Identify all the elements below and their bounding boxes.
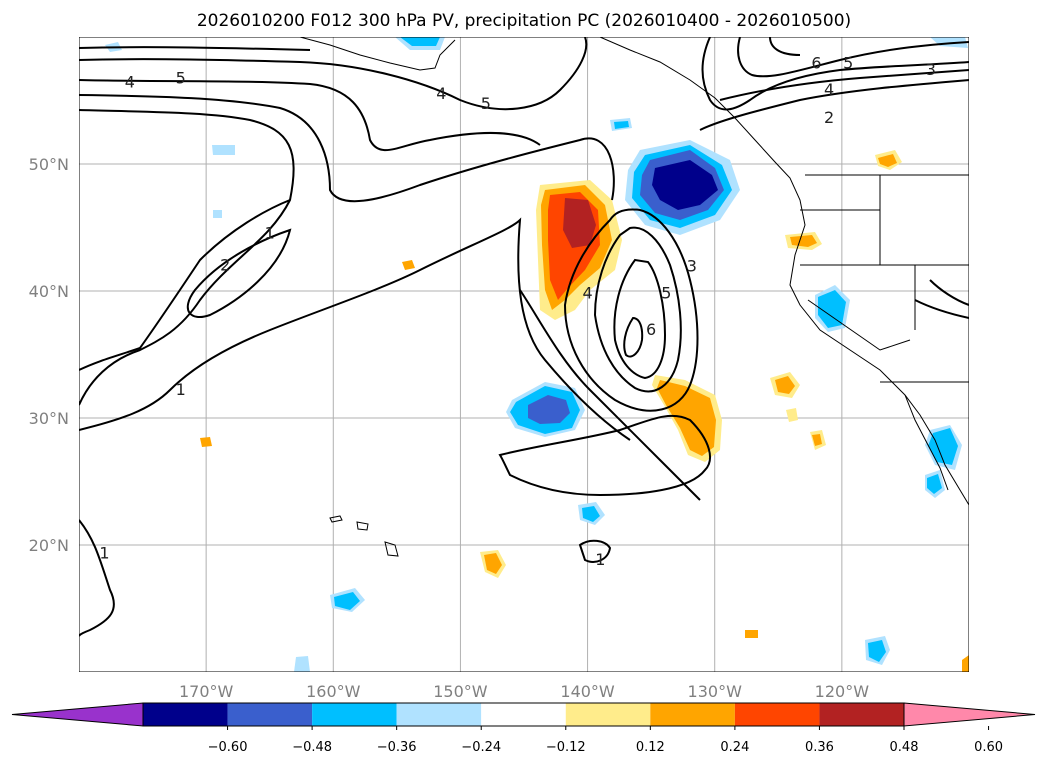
baja-california — [904, 394, 949, 491]
pv-contour-east-1 — [929, 279, 969, 306]
negative-precip-anomaly-south — [506, 382, 585, 437]
positive-precip-anomaly-north — [536, 180, 622, 320]
pv-contour-4-west — [79, 79, 541, 151]
precipitation-shading — [105, 37, 969, 672]
colorbar-labels: −0.60 −0.48 −0.36 −0.24 −0.12 0.12 0.24 0.36 0.4… — [208, 726, 1003, 755]
y-tick-label: 50°N — [29, 155, 69, 174]
colorbar-segment — [819, 703, 904, 726]
colorbar-segment — [734, 703, 820, 726]
pv-contour-label: 2 — [220, 255, 230, 274]
pv-contour-label: 4 — [436, 84, 446, 103]
pv-contour-label: 1 — [99, 544, 109, 563]
pv-contour-5-trough — [613, 258, 667, 380]
y-axis-tick-labels: 20°N 30°N 40°N 50°N — [29, 155, 69, 555]
hawaii-maui — [356, 521, 369, 531]
small-precip-features — [105, 37, 969, 672]
pv-contour-3-trough — [563, 208, 699, 412]
pv-contour-1-southwest — [79, 519, 115, 637]
pv-contour-label: 6 — [646, 320, 656, 339]
pv-contour-label: 1 — [265, 224, 275, 243]
colorbar-label: −0.12 — [546, 740, 586, 755]
pv-contour-3-west — [79, 94, 615, 203]
hawaii-oahu — [329, 515, 343, 523]
pv-contour-2-ne — [699, 79, 969, 131]
pv-contour-6-trough — [623, 316, 644, 358]
pv-contour-label: 5 — [176, 69, 186, 88]
pv-contour-label: 4 — [824, 80, 834, 99]
x-axis-tick-labels: 170°W 160°W 150°W 140°W 130°W 120°W — [179, 682, 869, 701]
pv-contour-3-ne — [701, 37, 969, 111]
y-tick-label: 40°N — [29, 282, 69, 301]
pv-contour-5-north — [79, 46, 311, 51]
pv-contour-5-ne — [737, 37, 969, 78]
pv-contour-1-west — [79, 109, 295, 406]
pv-contour-4-north — [79, 37, 588, 111]
pv-contour-label: 1 — [176, 380, 186, 399]
colorbar-label: 0.36 — [805, 740, 834, 755]
colorbar-segment — [481, 703, 566, 726]
negative-precip-coast — [815, 285, 962, 498]
pv-contour-2-south — [519, 289, 701, 501]
y-tick-label: 30°N — [29, 409, 69, 428]
colorbar-label: −0.48 — [292, 740, 332, 755]
pv-contour-1-south — [498, 414, 711, 497]
colorbar-segment — [143, 703, 228, 726]
pv-contour-2-closed — [186, 228, 292, 318]
y-tick-label: 20°N — [29, 536, 69, 555]
x-tick-label: 160°W — [306, 682, 361, 701]
colorbar-label: −0.36 — [377, 740, 417, 755]
colorbar-segment — [396, 703, 482, 726]
pv-contour-label: 1 — [595, 550, 605, 569]
colorbar-segment — [650, 703, 735, 726]
pv-contour-label: 2 — [824, 108, 834, 127]
colorbar-label: −0.24 — [461, 740, 501, 755]
x-tick-label: 150°W — [433, 682, 488, 701]
colorbar-segment — [312, 703, 397, 726]
negative-precip-anomaly-north — [625, 140, 740, 235]
colorbar-segment — [565, 703, 651, 726]
pv-contour-label: 3 — [687, 257, 697, 276]
pv-contour-4-trough — [593, 226, 682, 393]
pv-contour-east-2 — [914, 299, 969, 319]
colorbar — [11, 702, 1036, 727]
colorbar-label: 0.24 — [720, 740, 749, 755]
colorbar-frame — [142, 702, 905, 727]
gridlines — [79, 37, 969, 672]
colorbar-label: −0.60 — [208, 740, 248, 755]
california-nevada-border — [807, 299, 911, 351]
pv-contour-label: 5 — [843, 53, 853, 72]
alaska-aleutian-coast — [299, 37, 456, 71]
x-tick-label: 120°W — [815, 682, 870, 701]
colorbar-under-extension — [11, 702, 144, 727]
pv-contour-label: 6 — [811, 53, 821, 72]
pv-contour-label: 5 — [481, 94, 491, 113]
x-tick-label: 140°W — [560, 682, 615, 701]
hawaii-big-island — [384, 541, 399, 557]
pv-contour-6-ne — [769, 37, 801, 56]
colorbar-label: 0.48 — [890, 740, 919, 755]
pv-contour-1-central — [79, 217, 631, 441]
x-tick-label: 170°W — [179, 682, 234, 701]
colorbar-label: 0.60 — [974, 740, 1003, 755]
chart-title: 2026010200 F012 300 hPa PV, precipitatio… — [197, 11, 851, 31]
colorbar-label: 0.12 — [636, 740, 665, 755]
pv-contours — [79, 37, 969, 637]
pv-contour-label: 4 — [125, 72, 135, 91]
colorbar-over-extension — [903, 702, 1036, 727]
colorbar-segment — [227, 703, 313, 726]
pv-contour-4-ne — [719, 69, 969, 101]
pv-contour-label: 5 — [661, 283, 671, 302]
x-tick-label: 130°W — [688, 682, 743, 701]
pv-contour-label: 3 — [926, 60, 936, 79]
pv-contour-1-closed-south — [578, 539, 612, 563]
pv-contour-label: 4 — [582, 283, 592, 302]
pv-contour-1-lower — [79, 199, 291, 371]
